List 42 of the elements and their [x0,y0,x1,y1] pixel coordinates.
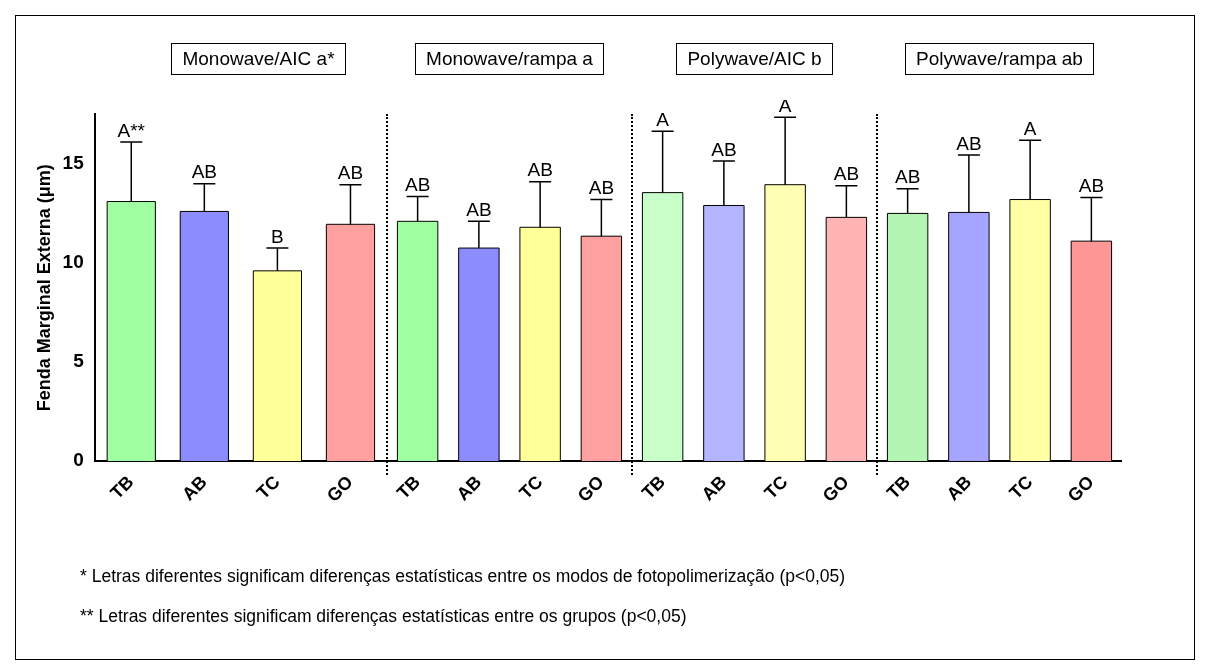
text: * Letras diferentes significam diferenças estatísticas entre os modos de fotopolimerização (p<0,05) [80,566,846,588]
y-tick-label: 5 [73,350,85,372]
x-tick-label: GO [322,471,357,506]
y-tick-label: 0 [73,449,84,471]
x-tick-label: TC [1005,471,1037,503]
x-tick-label: AB [942,471,976,505]
x-tick-label: TB [882,471,914,503]
x-tick-label: AB [452,471,486,505]
annotation: AB [711,138,737,160]
x-tick-label: TC [515,471,547,503]
annotation: A** [117,119,146,141]
text: ** Letras diferentes significam diferenças estatísticas entre os grupos (p<0,05) [80,606,688,628]
x-tick-label: GO [818,471,853,506]
x-tick-label: GO [573,471,608,506]
x-tick-label: TC [252,471,284,503]
annotation: AB [1078,175,1105,197]
chart-title: Monowave/rampa a [415,43,604,75]
y-axis-title: Fenda Marginal Externa (μm) [33,164,54,412]
annotation: AB [337,162,364,184]
annotation: AB [588,177,615,199]
y-tick-label: 10 [62,251,84,273]
chart-title: Monowave/AIC a* [171,43,346,75]
x-tick-label: GO [1063,471,1098,506]
annotation: AB [466,199,492,221]
x-tick-label: TB [106,471,138,503]
x-tick-label: TB [392,471,424,503]
chart-title: Polywave/rampa ab [905,43,1094,75]
x-tick-label: TC [760,471,792,503]
annotation: AB [404,174,431,196]
annotation: A [1023,117,1037,139]
annotation: AB [191,161,218,183]
annotation: AB [956,132,982,154]
x-tick-label: TB [637,471,669,503]
chart-title: Polywave/AIC b [676,43,833,75]
annotation: AB [894,166,921,188]
annotation: B [271,225,284,247]
annotation: A [656,108,670,130]
y-tick-label: 15 [62,152,85,174]
annotation: AB [527,159,553,181]
x-tick-label: AB [697,471,731,505]
annotation: AB [833,163,860,185]
x-tick-label: AB [178,471,211,505]
